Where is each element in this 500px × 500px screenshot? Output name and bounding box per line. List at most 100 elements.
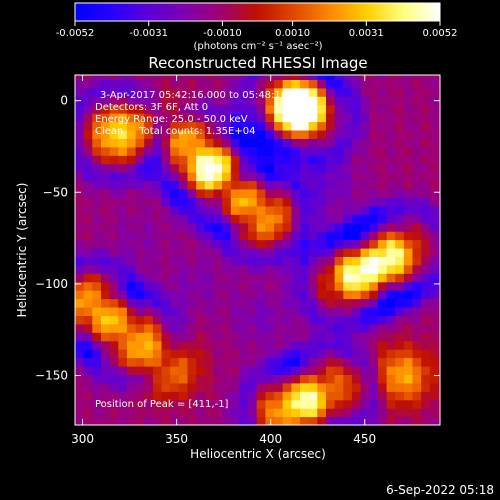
heatmap-cell <box>369 130 379 139</box>
heatmap-cell <box>101 205 111 215</box>
heatmap-cell <box>429 281 440 291</box>
heatmap-cell <box>126 155 137 165</box>
heatmap-cell <box>274 340 284 350</box>
heatmap-cell <box>196 113 206 123</box>
heatmap-cell <box>403 332 414 342</box>
heatmap-cell <box>161 239 171 249</box>
heatmap-cell <box>239 357 249 367</box>
heatmap-cell <box>230 189 241 198</box>
heatmap-cell <box>351 315 362 325</box>
heatmap-cell <box>282 155 292 165</box>
heatmap-cell <box>274 79 284 89</box>
heatmap-cell <box>92 130 102 139</box>
heatmap-cell <box>351 239 362 249</box>
heatmap-cell <box>92 96 102 106</box>
heatmap-cell <box>429 197 440 207</box>
heatmap-cell <box>75 357 85 367</box>
heatmap-cell <box>317 374 327 384</box>
heatmap-cell <box>152 79 163 89</box>
heatmap-cell <box>429 146 440 156</box>
heatmap-cell <box>343 214 353 224</box>
heatmap-cell <box>412 87 422 97</box>
heatmap-cell <box>403 231 414 241</box>
heatmap-cell <box>360 416 370 425</box>
heatmap-cell <box>83 332 93 342</box>
heatmap-cell <box>92 214 102 224</box>
heatmap-cell <box>118 298 128 308</box>
heatmap-cell <box>386 113 396 123</box>
heatmap-cell <box>239 75 249 80</box>
heatmap-cell <box>170 357 180 367</box>
heatmap-cell <box>326 416 336 425</box>
heatmap-cell <box>274 231 284 241</box>
heatmap-cell <box>144 382 154 392</box>
heatmap-cell <box>403 307 414 316</box>
heatmap-cell <box>83 163 93 173</box>
heatmap-cell <box>282 349 292 359</box>
heatmap-cell <box>360 382 370 392</box>
heatmap-cell <box>196 416 206 425</box>
heatmap-cell <box>178 248 189 257</box>
heatmap-cell <box>386 408 396 418</box>
heatmap-cell <box>256 146 266 156</box>
heatmap-cell <box>438 281 440 291</box>
heatmap-cell <box>317 357 327 367</box>
heatmap-cell <box>265 307 275 316</box>
heatmap-cell <box>421 197 431 207</box>
heatmap-cell <box>429 239 440 249</box>
heatmap-cell <box>326 214 336 224</box>
heatmap-cell <box>204 248 215 257</box>
heatmap-cell <box>152 399 163 409</box>
heatmap-cell <box>360 113 370 123</box>
heatmap-cell <box>334 146 344 156</box>
heatmap-cell <box>118 104 128 114</box>
heatmap-cell <box>274 214 284 224</box>
heatmap-cell <box>308 256 318 266</box>
heatmap-cell <box>386 298 396 308</box>
heatmap-cell <box>135 197 145 207</box>
heatmap-cell <box>144 298 154 308</box>
heatmap-cell <box>170 382 180 392</box>
heatmap-cell <box>282 366 292 375</box>
heatmap-cell <box>395 248 405 257</box>
heatmap-cell <box>421 264 431 274</box>
heatmap-cell <box>248 273 258 283</box>
heatmap-cell <box>248 399 258 409</box>
heatmap-cell <box>126 180 137 190</box>
heatmap-cell <box>178 163 189 173</box>
heatmap-cell <box>282 273 292 283</box>
heatmap-cell <box>118 180 128 190</box>
heatmap-cell <box>92 374 102 384</box>
heatmap-cell <box>248 113 258 123</box>
heatmap-cell <box>386 273 396 283</box>
heatmap-cell <box>144 96 154 106</box>
heatmap-cell <box>230 172 241 182</box>
heatmap-cell <box>343 408 353 418</box>
heatmap-cell <box>351 399 362 409</box>
heatmap-cell <box>101 180 111 190</box>
heatmap-cell <box>83 172 93 182</box>
heatmap-cell <box>222 307 232 316</box>
heatmap-cell <box>152 281 163 291</box>
heatmap-cell <box>317 138 327 148</box>
heatmap-cell <box>308 239 318 249</box>
heatmap-cell <box>438 104 440 114</box>
heatmap-cell <box>343 340 353 350</box>
heatmap-cell <box>187 138 197 148</box>
heatmap-cell <box>377 189 388 198</box>
heatmap-cell <box>351 281 362 291</box>
heatmap-cell <box>178 87 189 97</box>
heatmap-cell <box>170 197 180 207</box>
heatmap-cell <box>152 332 163 342</box>
heatmap-cell <box>412 416 422 425</box>
heatmap-cell <box>248 239 258 249</box>
heatmap-cell <box>178 399 189 409</box>
heatmap-cell <box>386 256 396 266</box>
heatmap-cell <box>377 332 388 342</box>
heatmap-cell <box>213 197 223 207</box>
heatmap-cell <box>429 87 440 97</box>
heatmap-cell <box>282 416 292 425</box>
heatmap-cell <box>429 155 440 165</box>
heatmap-cell <box>403 214 414 224</box>
heatmap-cell <box>178 205 189 215</box>
